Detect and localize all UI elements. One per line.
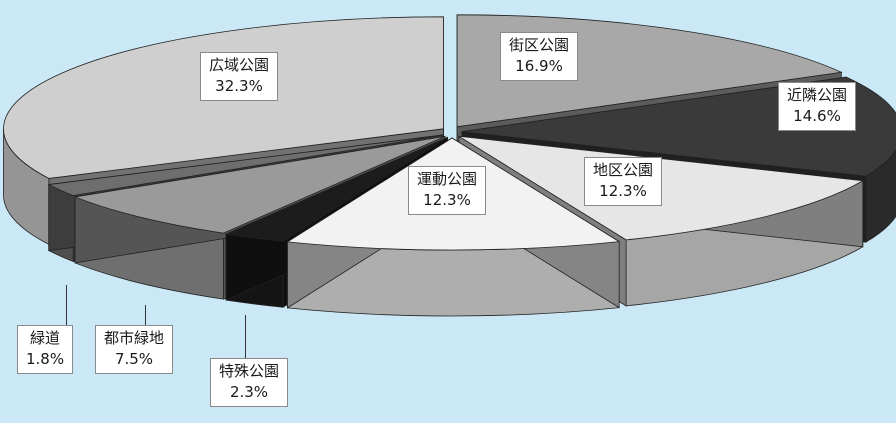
- label-chiku-name: 地区公園: [593, 161, 654, 179]
- label-toshi-ryokuchi-name: 都市緑地: [104, 329, 165, 347]
- label-koiki: 広域公園 32.3%: [200, 52, 279, 101]
- label-undo: 運動公園 12.3%: [408, 166, 487, 215]
- label-ryokudo-name: 緑道: [30, 329, 61, 347]
- label-undo-percent: 12.3%: [423, 191, 471, 209]
- leader-line-tokushu: [245, 315, 246, 358]
- label-tokushu-percent: 2.3%: [229, 383, 269, 401]
- slice-tokushu: [224, 137, 448, 242]
- label-kinrin: 近隣公園 14.6%: [778, 82, 857, 131]
- label-gaiku-percent: 16.9%: [515, 57, 563, 75]
- label-koiki-name: 広域公園: [209, 56, 270, 74]
- leader-line-toshi-ryokuchi: [145, 305, 146, 325]
- label-toshi-ryokuchi-percent: 7.5%: [114, 350, 154, 368]
- slice-ryokudo: [47, 134, 444, 196]
- label-ryokudo-percent: 1.8%: [26, 350, 65, 368]
- label-kinrin-percent: 14.6%: [793, 107, 841, 125]
- label-gaiku-name: 街区公園: [509, 36, 570, 54]
- label-chiku-percent: 12.3%: [599, 182, 647, 200]
- label-undo-name: 運動公園: [417, 170, 478, 188]
- label-toshi-ryokuchi: 都市緑地 7.5%: [95, 325, 174, 374]
- label-koiki-percent: 32.3%: [215, 77, 263, 95]
- label-chiku: 地区公園 12.3%: [584, 157, 663, 206]
- label-tokushu: 特殊公園 2.3%: [210, 358, 289, 407]
- slice-toshi-ryokuchi: [73, 135, 446, 234]
- label-gaiku: 街区公園 16.9%: [500, 32, 579, 81]
- label-tokushu-name: 特殊公園: [219, 362, 280, 380]
- leader-line-ryokudo: [66, 285, 67, 325]
- label-kinrin-name: 近隣公園: [787, 86, 848, 104]
- label-ryokudo: 緑道 1.8%: [17, 325, 74, 374]
